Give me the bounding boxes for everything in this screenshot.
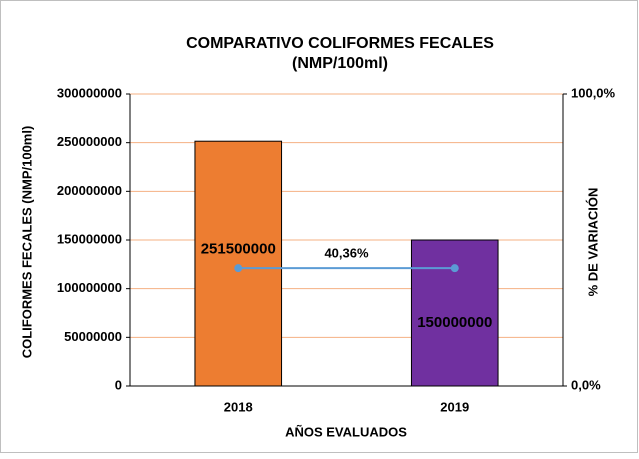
y-tick-label: 300000000 [57,85,122,100]
y-tick-label: 50000000 [64,329,122,344]
y-tick-label: 250000000 [57,134,122,149]
y-axis-label: COLIFORMES FECALES (NMP/100ml) [19,126,34,359]
chart-title: COMPARATIVO COLIFORMES FECALES [186,35,494,52]
x-axis-label: AÑOS EVALUADOS [285,424,407,439]
y-tick-label: 0 [115,377,122,392]
y2-tick-label: 0,0% [571,377,601,392]
y-tick-label: 150000000 [57,231,122,246]
line-value-label: 40,36% [324,246,369,261]
y-tick-label: 100000000 [57,280,122,295]
bar-value-label: 150000000 [417,314,492,331]
x-tick-label: 2018 [224,399,253,414]
bar [194,140,283,387]
y-tick-label: 200000000 [57,183,122,198]
chart-subtitle: (NMP/100ml) [292,55,388,72]
bar-value-label: 251500000 [201,241,276,258]
y2-axis-label: % DE VARIACIÓN [585,188,600,297]
line-marker [450,264,459,273]
line-marker [234,264,243,273]
x-tick-label: 2019 [440,399,469,414]
y2-tick-label: 100,0% [571,85,616,100]
